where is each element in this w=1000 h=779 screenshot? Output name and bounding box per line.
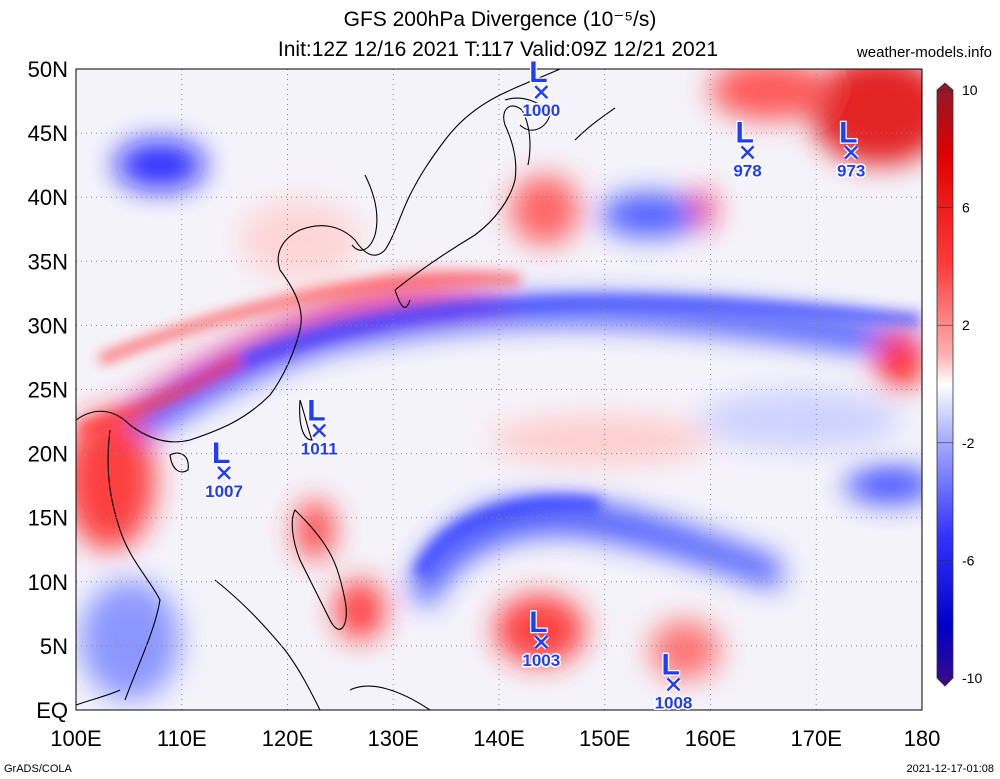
latitude-tick-label: 25N — [28, 378, 68, 403]
colorbar-tick-label: -6 — [962, 552, 975, 568]
chart-title: GFS 200hPa Divergence (10⁻⁵/s) — [343, 8, 657, 31]
low-pressure-value: 1003 — [522, 651, 560, 670]
colorbar-tick-label: 6 — [962, 200, 970, 216]
longitude-tick-label: 140E — [473, 726, 524, 751]
low-marker: L 973 — [835, 115, 866, 182]
colorbar-tick-label: 2 — [962, 317, 970, 333]
low-center-x — [844, 145, 859, 160]
latitude-tick-label: 50N — [28, 57, 68, 82]
low-marker: L 1008 — [653, 647, 694, 714]
longitude-labels: 100E 110E 120E 130E 140E 150E 160E 170E 180 — [50, 726, 940, 751]
low-center-x — [217, 465, 231, 480]
low-letter: L — [212, 437, 230, 470]
low-center-x — [534, 85, 549, 99]
low-pressure-value: 978 — [733, 161, 761, 180]
low-center-x — [740, 145, 755, 160]
low-center-x — [666, 677, 681, 692]
coastlines — [76, 69, 616, 710]
footer-timestamp: 2021-12-17-01:08 — [906, 763, 994, 775]
footer-software: GrADS/COLA — [4, 763, 72, 775]
latitude-tick-label: 5N — [40, 634, 68, 659]
latitude-tick-label: 15N — [28, 506, 68, 531]
grid-lines — [76, 69, 922, 710]
longitude-tick-label: 130E — [368, 726, 419, 751]
longitude-tick-label: 160E — [685, 726, 736, 751]
colorbar-labels: 10 6 2 -2 -6 -10 — [937, 82, 982, 686]
low-marker: L 1003 — [521, 605, 562, 672]
low-pressure-value: 1011 — [301, 440, 338, 459]
plot-frame — [75, 68, 923, 711]
longitude-tick-label: 170E — [791, 726, 842, 751]
latitude-tick-label: 40N — [28, 185, 68, 210]
plot-area — [76, 69, 922, 710]
low-pressure-value: 1008 — [655, 693, 693, 712]
latitude-tick-label: EQ — [36, 698, 68, 723]
low-pressure-value: 1000 — [522, 101, 560, 120]
longitude-tick-label: 150E — [579, 726, 630, 751]
latitude-labels: EQ 5N 10N 15N 20N 25N 30N 35N 40N 45N 50N — [28, 57, 68, 723]
colorbar-tick-label: -10 — [962, 670, 982, 686]
latitude-tick-label: 20N — [28, 442, 68, 467]
colorbar-tick-label: 10 — [962, 82, 978, 98]
latitude-tick-label: 10N — [28, 570, 68, 595]
low-pressure-value: 1007 — [205, 482, 243, 501]
low-pressure-markers: L 1000 L 978 L 973 L 1011 L 1007 L 1003 L 1008 — [204, 55, 867, 714]
low-marker: L 1000 — [521, 55, 562, 122]
longitude-tick-label: 100E — [50, 726, 101, 751]
latitude-tick-label: 30N — [28, 313, 68, 338]
longitude-tick-label: 180 — [904, 726, 941, 751]
source-label: weather-models.info — [856, 44, 992, 61]
low-letter: L — [529, 56, 547, 89]
low-marker: L 1007 — [204, 436, 245, 503]
low-center-x — [312, 423, 327, 438]
low-marker: L 978 — [732, 115, 763, 182]
longitude-tick-label: 120E — [262, 726, 313, 751]
low-center-x — [534, 635, 549, 649]
latitude-tick-label: 35N — [28, 249, 68, 274]
low-letter: L — [661, 648, 679, 681]
longitude-tick-label: 110E — [157, 726, 207, 751]
colorbar-scale — [936, 82, 954, 687]
divergence-streaks — [78, 272, 921, 579]
low-pressure-value: 973 — [837, 161, 865, 180]
chart-subtitle: Init:12Z 12/16 2021 T:117 Valid:09Z 12/2… — [277, 38, 719, 61]
low-letter: L — [736, 116, 754, 149]
colorbar-tick-label: -2 — [962, 435, 975, 451]
low-letter: L — [529, 606, 547, 639]
low-marker: L 1011 — [299, 393, 339, 460]
colorbar: 10 6 2 -2 -6 -10 — [936, 82, 982, 687]
latitude-tick-label: 45N — [28, 121, 68, 146]
low-letter: L — [307, 395, 325, 428]
low-letter: L — [839, 116, 857, 149]
